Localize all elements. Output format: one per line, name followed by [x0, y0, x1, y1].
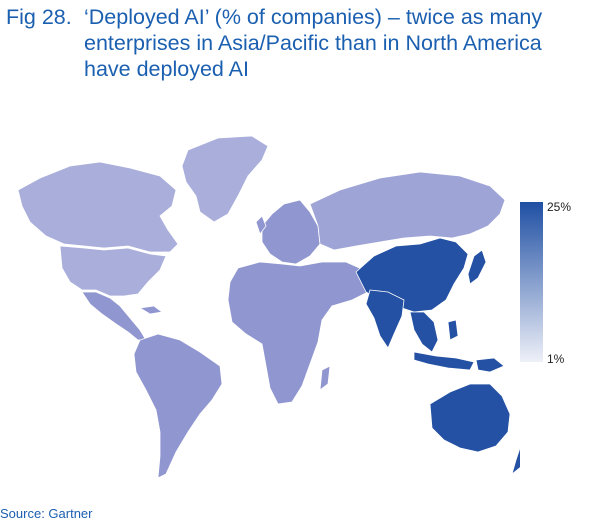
map-region-madagascar: [319, 365, 331, 391]
map-region-north-america-usa: [59, 245, 167, 297]
map-region-asia-pacific-india: [365, 289, 405, 349]
map-region-middle-east-africa: [227, 261, 373, 405]
legend-min-label: 1%: [547, 352, 565, 366]
figure-label: Fig 28.: [6, 5, 72, 29]
map-region-russia: [309, 171, 506, 251]
map-region-asia-pacific-australia: [429, 383, 511, 453]
map-region-latin-america-south: [133, 333, 223, 479]
map-region-greenland: [181, 135, 269, 223]
map-region-europe: [261, 199, 321, 265]
map-region-asia-pacific-philippines: [447, 319, 459, 341]
map-region-caribbean: [138, 305, 163, 315]
map-region-north-america-north: [17, 161, 179, 253]
map-region-uk: [255, 215, 267, 235]
legend-color-scale: [520, 202, 543, 362]
map-region-latin-america-central: [81, 291, 147, 341]
figure-title-text: ‘Deployed AI’ (% of companies) – twice a…: [84, 5, 543, 81]
world-map: [17, 135, 520, 479]
map-region-asia-pacific-indonesia: [413, 351, 475, 371]
legend-max-label: 25%: [547, 200, 572, 214]
map-region-asia-pacific-papua: [475, 357, 505, 373]
source-note: Source: Gartner: [0, 506, 93, 521]
map-region-asia-pacific-southeast: [409, 311, 439, 353]
map-region-asia-pacific-japan: [467, 249, 487, 285]
map-region-asia-pacific-new-zealand: [511, 447, 520, 476]
